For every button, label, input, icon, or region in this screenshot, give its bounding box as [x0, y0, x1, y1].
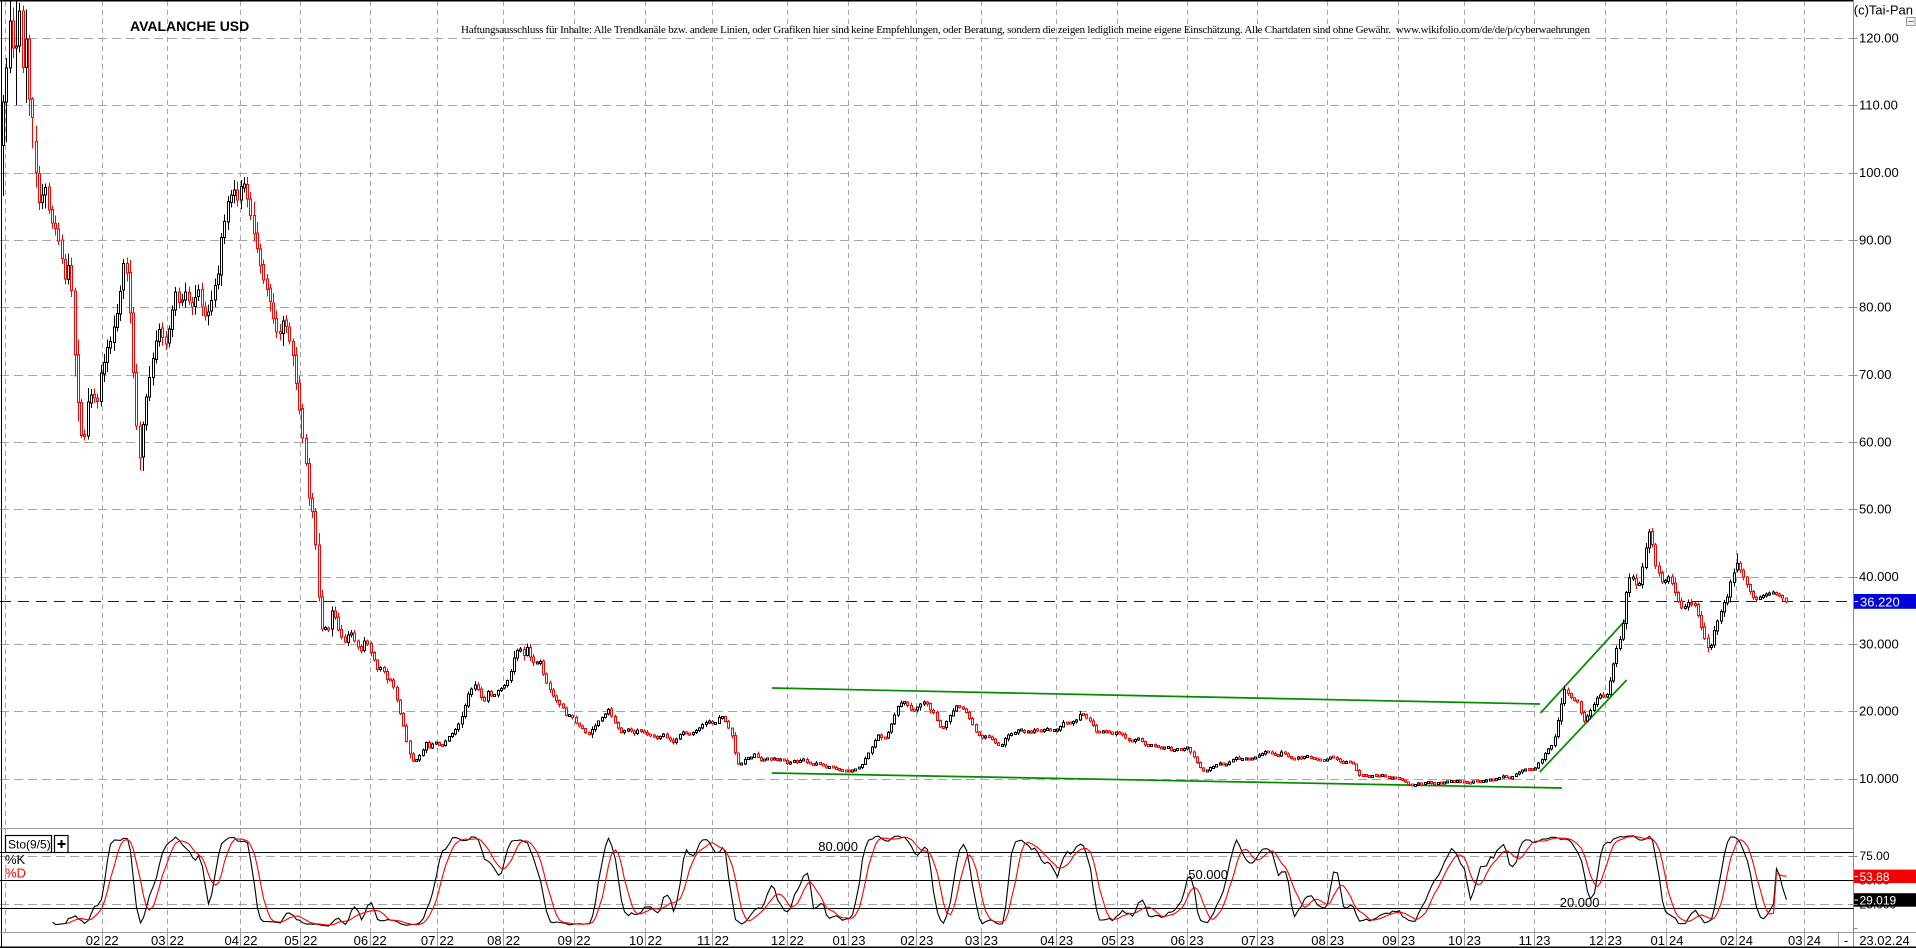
svg-text:22: 22 — [243, 933, 257, 948]
svg-text:80.00: 80.00 — [1859, 300, 1892, 315]
svg-text:(c)Tai-Pan: (c)Tai-Pan — [1854, 3, 1913, 18]
svg-text:05: 05 — [284, 933, 298, 948]
svg-text:29.019: 29.019 — [1860, 893, 1897, 907]
svg-text:06: 06 — [1171, 933, 1185, 948]
svg-text:02: 02 — [900, 933, 914, 948]
svg-text:22: 22 — [170, 933, 184, 948]
svg-text:36.220: 36.220 — [1860, 594, 1900, 609]
svg-text:02: 02 — [86, 933, 100, 948]
svg-text:23: 23 — [1330, 933, 1344, 948]
svg-text:24: 24 — [1807, 933, 1821, 948]
svg-text:23: 23 — [1401, 933, 1415, 948]
svg-text:30.000: 30.000 — [1859, 636, 1899, 651]
svg-text:23: 23 — [1059, 933, 1073, 948]
svg-text:80.000: 80.000 — [818, 839, 858, 854]
svg-text:23.02.24: 23.02.24 — [1859, 933, 1910, 948]
svg-text:23: 23 — [1536, 933, 1550, 948]
svg-text:%K: %K — [5, 852, 26, 867]
svg-text:10: 10 — [1448, 933, 1462, 948]
svg-text:12: 12 — [771, 933, 785, 948]
svg-text:23: 23 — [919, 933, 933, 948]
svg-text:11: 11 — [1519, 933, 1533, 948]
svg-text:03: 03 — [1788, 933, 1802, 948]
svg-text:22: 22 — [506, 933, 520, 948]
svg-text:23: 23 — [984, 933, 998, 948]
svg-text:08: 08 — [1311, 933, 1325, 948]
svg-text:23: 23 — [1120, 933, 1134, 948]
svg-text:120.00: 120.00 — [1859, 30, 1899, 45]
svg-text:24: 24 — [1739, 933, 1753, 948]
svg-text:AVALANCHE USD: AVALANCHE USD — [130, 18, 249, 34]
svg-text:09: 09 — [1382, 933, 1396, 948]
svg-text:70.00: 70.00 — [1859, 367, 1892, 382]
svg-text:22: 22 — [439, 933, 453, 948]
svg-text:60.00: 60.00 — [1859, 434, 1892, 449]
svg-text:50.000: 50.000 — [1188, 867, 1228, 882]
svg-text:09: 09 — [558, 933, 572, 948]
svg-text:04: 04 — [1040, 933, 1054, 948]
svg-text:01: 01 — [833, 933, 847, 948]
svg-text:20.000: 20.000 — [1859, 704, 1899, 719]
svg-text:22: 22 — [372, 933, 386, 948]
svg-text:06: 06 — [354, 933, 368, 948]
svg-text:08: 08 — [487, 933, 501, 948]
svg-text:22: 22 — [104, 933, 118, 948]
svg-text:03: 03 — [965, 933, 979, 948]
svg-text:%D: %D — [5, 866, 26, 881]
svg-text:22: 22 — [789, 933, 803, 948]
svg-text:05: 05 — [1101, 933, 1115, 948]
svg-text:110.00: 110.00 — [1859, 98, 1898, 113]
svg-text:100.00: 100.00 — [1859, 165, 1899, 180]
svg-text:23: 23 — [1467, 933, 1481, 948]
svg-text:24: 24 — [1669, 933, 1683, 948]
svg-text:53.88: 53.88 — [1860, 870, 1890, 884]
svg-text:22: 22 — [303, 933, 317, 948]
svg-text:11: 11 — [697, 933, 711, 948]
svg-text:10: 10 — [629, 933, 643, 948]
svg-text:50.00: 50.00 — [1859, 502, 1892, 517]
svg-text:03: 03 — [151, 933, 165, 948]
svg-text:07: 07 — [421, 933, 435, 948]
svg-text:02: 02 — [1720, 933, 1734, 948]
svg-text:10.000: 10.000 — [1859, 771, 1899, 786]
svg-text:07: 07 — [1241, 933, 1255, 948]
svg-text:22: 22 — [576, 933, 590, 948]
svg-text:23: 23 — [1189, 933, 1203, 948]
svg-text:22: 22 — [715, 933, 729, 948]
svg-text:04: 04 — [225, 933, 239, 948]
svg-text:22: 22 — [648, 933, 662, 948]
svg-text:23: 23 — [1608, 933, 1622, 948]
svg-text:01: 01 — [1651, 933, 1665, 948]
svg-text:75.00: 75.00 — [1860, 849, 1890, 863]
svg-text:90.00: 90.00 — [1859, 232, 1892, 247]
svg-text:12: 12 — [1589, 933, 1603, 948]
svg-text:Sto(9/5): Sto(9/5) — [8, 837, 51, 851]
svg-text:40.000: 40.000 — [1859, 569, 1899, 584]
svg-text:23: 23 — [1260, 933, 1274, 948]
svg-text:Haftungsausschluss für Inhalte: Haftungsausschluss für Inhalte: Alle Tre… — [461, 24, 1590, 36]
svg-text:-: - — [1844, 933, 1848, 948]
svg-text:20.000: 20.000 — [1560, 895, 1600, 910]
svg-text:23: 23 — [851, 933, 865, 948]
